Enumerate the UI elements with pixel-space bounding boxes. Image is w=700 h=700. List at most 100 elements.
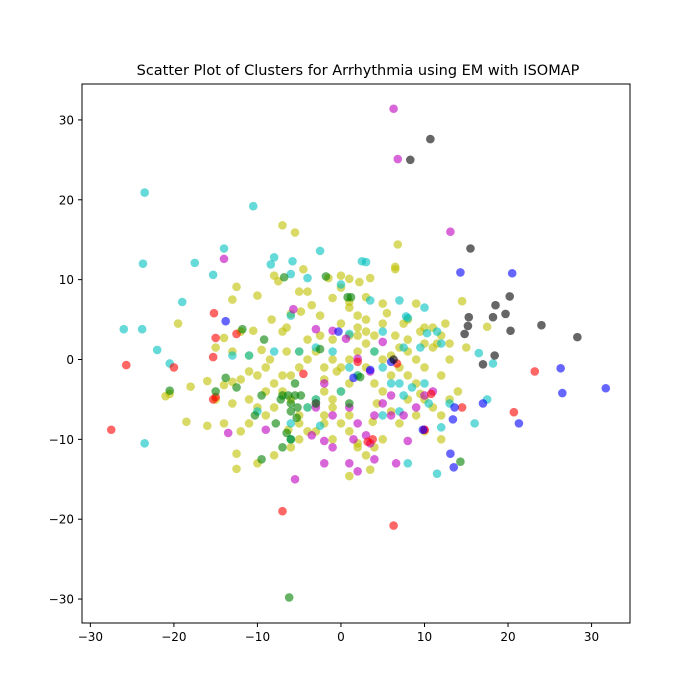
- scatter-point: [491, 300, 500, 310]
- scatter-point: [355, 372, 365, 382]
- scatter-point: [336, 419, 346, 428]
- scatter-point: [403, 436, 413, 446]
- scatter-point: [223, 428, 233, 438]
- scatter-point: [119, 324, 129, 334]
- scatter-point: [282, 347, 291, 356]
- y-tick-label: −10: [49, 433, 74, 447]
- scatter-point: [290, 228, 300, 237]
- scatter-point: [361, 451, 371, 460]
- scatter-point: [456, 457, 465, 467]
- scatter-point: [257, 391, 266, 400]
- scatter-point: [336, 271, 346, 280]
- scatter-point: [370, 379, 379, 388]
- scatter-point: [361, 257, 371, 267]
- scatter-point: [137, 324, 147, 334]
- scatter-point: [390, 331, 400, 340]
- scatter-point: [449, 462, 459, 472]
- scatter-point: [332, 367, 342, 376]
- scatter-point: [457, 296, 467, 306]
- scatter-point: [416, 343, 425, 352]
- scatter-point: [152, 345, 162, 355]
- scatter-point: [343, 292, 352, 302]
- scatter-point: [278, 221, 287, 230]
- scatter-point: [253, 291, 262, 300]
- scatter-point: [248, 326, 258, 336]
- scatter-point: [253, 371, 262, 380]
- scatter-point: [296, 391, 306, 400]
- scatter-point: [190, 258, 200, 268]
- scatter-point: [261, 363, 271, 372]
- scatter-point: [261, 411, 271, 420]
- scatter-point: [336, 319, 346, 328]
- scatter-point: [345, 363, 354, 372]
- scatter-point: [448, 415, 458, 424]
- scatter-point: [406, 155, 415, 165]
- scatter-point: [182, 417, 191, 427]
- scatter-point: [232, 449, 241, 459]
- scatter-point: [284, 391, 293, 400]
- scatter-point: [424, 399, 433, 408]
- scatter-point: [556, 363, 565, 373]
- scatter-point: [328, 403, 337, 412]
- scatter-point: [353, 323, 362, 332]
- scatter-point: [219, 254, 229, 264]
- scatter-point: [221, 316, 230, 326]
- scatter-point: [445, 355, 454, 364]
- scatter-point: [319, 436, 329, 446]
- scatter-point: [106, 425, 116, 435]
- scatter-point: [505, 292, 515, 301]
- scatter-point: [436, 411, 446, 420]
- scatter-point: [378, 327, 388, 336]
- scatter-point: [299, 264, 308, 274]
- scatter-point: [558, 388, 567, 398]
- scatter-point: [353, 331, 362, 340]
- scatter-point: [389, 355, 398, 364]
- scatter-point: [177, 297, 187, 307]
- scatter-point: [411, 403, 421, 412]
- scatter-point: [328, 443, 337, 452]
- scatter-point: [361, 315, 371, 324]
- scatter-point: [290, 474, 300, 484]
- scatter-point: [319, 379, 329, 388]
- scatter-point: [395, 419, 404, 428]
- scatter-point: [407, 383, 417, 392]
- scatter-point: [361, 339, 371, 348]
- scatter-point: [328, 293, 337, 303]
- scatter-point: [399, 411, 408, 420]
- scatter-point: [138, 259, 148, 268]
- plot-frame: [81, 83, 631, 624]
- scatter-point: [345, 399, 354, 408]
- scatter-point: [378, 337, 388, 347]
- scatter-point: [530, 367, 540, 376]
- scatter-point: [601, 383, 611, 393]
- scatter-point: [386, 411, 396, 420]
- scatter-point: [457, 403, 467, 412]
- scatter-point: [266, 260, 276, 269]
- y-tick-label: 10: [59, 273, 74, 287]
- x-tick-label: −20: [161, 630, 186, 644]
- scatter-point: [482, 322, 492, 332]
- scatter-point: [470, 419, 479, 428]
- scatter-point: [436, 339, 446, 348]
- scatter-point: [386, 371, 396, 380]
- scatter-point: [395, 296, 404, 305]
- scatter-point: [315, 344, 325, 354]
- scatter-point: [341, 334, 351, 344]
- y-tick-label: 30: [59, 113, 74, 127]
- scatter-point: [286, 371, 296, 380]
- scatter-point: [328, 355, 337, 364]
- scatter-point: [537, 320, 546, 330]
- scatter-point: [232, 383, 241, 392]
- scatter-point: [328, 395, 337, 404]
- scatter-point: [294, 435, 304, 444]
- scatter-point: [208, 270, 218, 280]
- scatter-point: [378, 411, 388, 420]
- scatter-point: [378, 363, 388, 372]
- scatter-point: [393, 240, 403, 249]
- scatter-point: [378, 387, 388, 396]
- scatter-point: [271, 419, 281, 428]
- scatter-point: [345, 274, 354, 284]
- scatter-point: [464, 312, 474, 322]
- scatter-point: [378, 355, 388, 364]
